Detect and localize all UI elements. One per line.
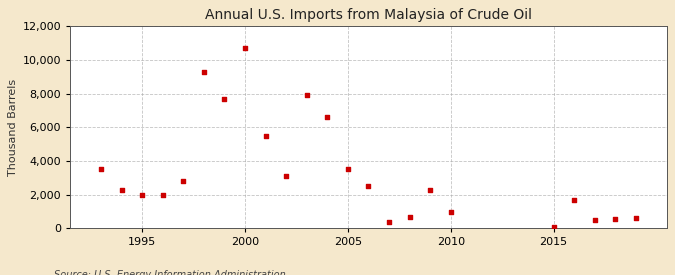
Point xyxy=(240,46,250,50)
Point xyxy=(137,192,148,197)
Point xyxy=(630,216,641,221)
Point xyxy=(157,192,168,197)
Point xyxy=(569,197,580,202)
Point xyxy=(548,224,559,229)
Text: Source: U.S. Energy Information Administration: Source: U.S. Energy Information Administ… xyxy=(54,271,286,275)
Title: Annual U.S. Imports from Malaysia of Crude Oil: Annual U.S. Imports from Malaysia of Cru… xyxy=(205,8,532,22)
Point xyxy=(383,219,394,224)
Point xyxy=(322,115,333,119)
Point xyxy=(260,134,271,138)
Point xyxy=(116,188,127,192)
Point xyxy=(301,93,312,98)
Point xyxy=(96,167,107,172)
Point xyxy=(425,188,435,192)
Point xyxy=(589,218,600,222)
Point xyxy=(610,217,620,221)
Point xyxy=(219,97,230,101)
Point xyxy=(281,174,292,178)
Point xyxy=(342,167,353,172)
Point xyxy=(446,209,456,214)
Y-axis label: Thousand Barrels: Thousand Barrels xyxy=(8,79,18,176)
Point xyxy=(178,179,189,183)
Point xyxy=(363,184,374,188)
Point xyxy=(404,215,415,220)
Point xyxy=(198,70,209,74)
